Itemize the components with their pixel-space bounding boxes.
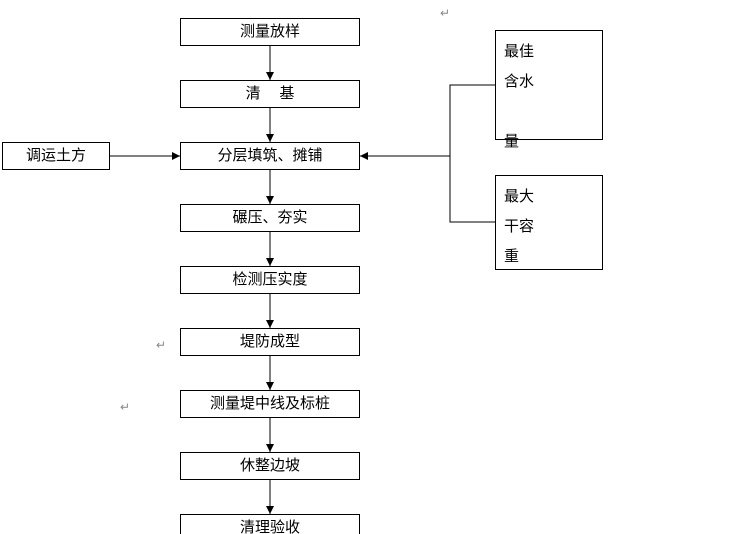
enter-mark-icon: ↵ [440,6,450,21]
node-trim-slope: 休整边坡 [180,452,360,480]
enter-mark-icon: ↵ [120,400,130,415]
flow-connectors [0,0,756,534]
node-measure-setout: 测量放样 [180,18,360,46]
node-acceptance: 清理验收 [180,514,360,534]
node-compact: 碾压、夯实 [180,204,360,232]
node-haul-earth: 调运土方 [2,142,110,170]
node-test-density: 检测压实度 [180,266,360,294]
edge-right1-trunk [450,85,495,156]
node-embankment-formed: 堤防成型 [180,328,360,356]
node-optimal-water-content: 最佳 含水 量 [495,30,603,140]
node-max-dry-density: 最大 干容 重 [495,175,603,270]
enter-mark-icon: ↵ [156,338,166,353]
node-measure-centerline: 测量堤中线及标桩 [180,390,360,418]
node-layered-fill: 分层填筑、摊铺 [180,142,360,170]
edge-right2-trunk [450,156,495,222]
node-clear-foundation: 清 基 [180,80,360,108]
